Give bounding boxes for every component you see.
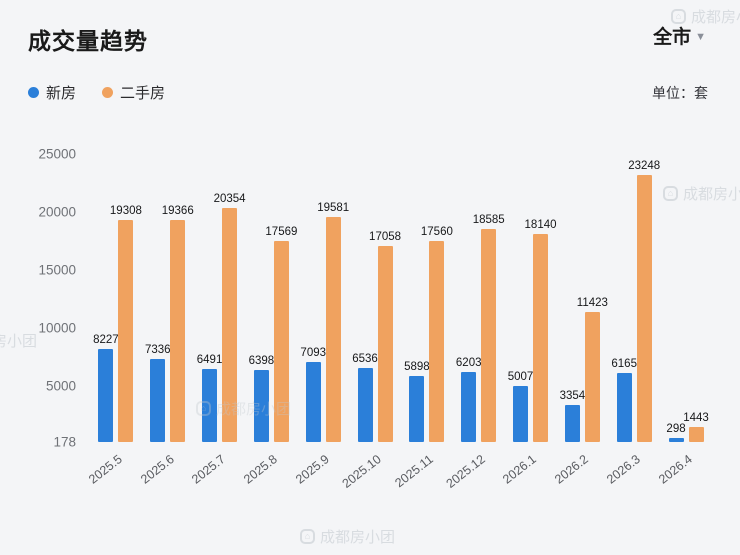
bar-二手房[interactable]: 17058 — [369, 231, 401, 442]
bar-二手房[interactable]: 1443 — [683, 412, 709, 442]
watermark-text: 成都房小团 — [320, 529, 396, 546]
watermark-icon: ⌂ — [300, 529, 315, 544]
legend-item-second-hand[interactable]: 二手房 — [102, 82, 165, 103]
bar-group: 298 1443 2026.4 — [656, 137, 712, 486]
bar-value-label: 11423 — [576, 296, 608, 309]
chart: 25000 20000 15000 10000 5000 178 8227 19308 202… — [28, 137, 712, 491]
bar-value-label: 1443 — [683, 412, 709, 425]
y-axis-tick: 178 — [53, 434, 76, 450]
unit-label: 单位：套 — [652, 84, 708, 101]
legend-item-new-homes[interactable]: 新房 — [28, 82, 76, 103]
legend: 新房 二手房 — [28, 82, 165, 103]
bar-value-label: 5898 — [404, 360, 430, 373]
bar-二手房[interactable]: 11423 — [577, 297, 608, 442]
bar-group: 6491 20354 2025.7 — [189, 137, 246, 486]
bar-二手房[interactable]: 20354 — [214, 193, 246, 442]
bar-group: 7093 19581 2025.9 — [293, 137, 349, 486]
y-axis-tick: 25000 — [38, 146, 76, 162]
bar-group: 6398 17569 2025.8 — [241, 137, 297, 487]
bar-新房[interactable]: 6536 — [352, 353, 378, 442]
bar-二手房[interactable]: 19308 — [110, 205, 142, 442]
bar-二手房[interactable]: 19366 — [162, 205, 194, 442]
y-axis-tick: 20000 — [38, 204, 76, 220]
bar-新房[interactable]: 3354 — [560, 390, 585, 442]
bar-value-label: 6203 — [455, 357, 482, 370]
legend-label: 新房 — [46, 85, 77, 102]
bar-value-label: 7336 — [144, 344, 171, 357]
y-axis: 25000 20000 15000 10000 5000 178 — [28, 137, 90, 450]
bar-二手房[interactable]: 18140 — [525, 219, 557, 442]
legend-dot — [28, 87, 39, 98]
bar-value-label: 6165 — [611, 357, 637, 370]
bar-value-label: 17569 — [265, 225, 298, 238]
bar-二手房[interactable]: 17569 — [265, 226, 297, 442]
bar-二手房[interactable]: 18585 — [473, 214, 505, 442]
bar-新房[interactable]: 6398 — [249, 355, 274, 442]
city-dropdown-label: 全市 — [653, 27, 692, 48]
bar-value-label: 6536 — [352, 353, 378, 366]
bar-value-label: 19581 — [317, 202, 350, 215]
city-dropdown[interactable]: 全市 ▼ — [653, 22, 706, 49]
plot-area: 8227 19308 2025.5 7336 19366 2025.6 6491 20354 2… — [86, 137, 712, 491]
bar-groups: 8227 19308 2025.5 7336 19366 2025.6 6491 20354 2… — [86, 137, 712, 491]
bar-value-label: 23248 — [628, 159, 661, 172]
legend-row: 新房 二手房 单位：套 — [28, 82, 712, 103]
y-axis-tick: 15000 — [38, 262, 76, 278]
bar-新房[interactable]: 6203 — [456, 357, 482, 442]
bar-value-label: 6491 — [196, 353, 223, 366]
bar-新房[interactable]: 6165 — [611, 358, 637, 442]
bar-value-label: 8227 — [93, 333, 119, 346]
bar-group: 7336 19366 2025.6 — [138, 137, 194, 487]
bar-value-label: 18585 — [472, 213, 505, 226]
bar-二手房[interactable]: 17560 — [421, 226, 453, 442]
bar-新房[interactable]: 7093 — [300, 347, 326, 442]
bar-group: 3354 11423 2026.2 — [552, 137, 608, 487]
bar-group: 8227 19308 2025.5 — [86, 137, 142, 486]
bar-group: 6536 17058 2025.10 — [339, 137, 401, 490]
bar-value-label: 19366 — [161, 204, 194, 217]
bar-value-label: 3354 — [559, 390, 586, 403]
bar-value-label: 19308 — [109, 205, 142, 218]
chart-title: 成交量趋势 — [28, 28, 148, 54]
bar-value-label: 7093 — [300, 346, 327, 359]
bar-二手房[interactable]: 23248 — [628, 160, 660, 442]
bar-value-label: 298 — [666, 423, 686, 435]
bar-value-label: 17560 — [420, 225, 453, 238]
bar-新房[interactable]: 5007 — [508, 371, 533, 442]
bar-新房[interactable]: 7336 — [145, 344, 171, 442]
y-axis-tick: 5000 — [45, 378, 76, 394]
bar-value-label: 18140 — [524, 218, 557, 231]
y-axis-tick: 10000 — [38, 320, 76, 336]
bar-group: 5007 18140 2026.1 — [500, 137, 557, 487]
bar-value-label: 20354 — [213, 193, 246, 206]
bar-value-label: 17058 — [369, 231, 402, 244]
bar-新房[interactable]: 5898 — [404, 361, 430, 442]
bar-新房[interactable]: 8227 — [93, 334, 119, 442]
bar-value-label: 5007 — [507, 371, 534, 384]
bar-group: 6165 23248 2026.3 — [604, 137, 660, 487]
legend-dot — [102, 87, 114, 98]
watermark: ⌂ 成都房小团 — [300, 526, 395, 547]
chevron-down-icon: ▼ — [695, 31, 706, 43]
bar-二手房[interactable]: 19581 — [317, 202, 349, 442]
bar-新房[interactable]: 298 — [666, 423, 686, 442]
bar-group: 6203 18585 2025.12 — [443, 137, 505, 491]
bar-新房[interactable]: 6491 — [197, 354, 222, 442]
bar-value-label: 6398 — [248, 354, 275, 367]
legend-label: 二手房 — [120, 85, 166, 102]
bar-group: 5898 17560 2025.11 — [392, 137, 453, 491]
header: 成交量趋势 全市 ▼ — [28, 22, 712, 56]
